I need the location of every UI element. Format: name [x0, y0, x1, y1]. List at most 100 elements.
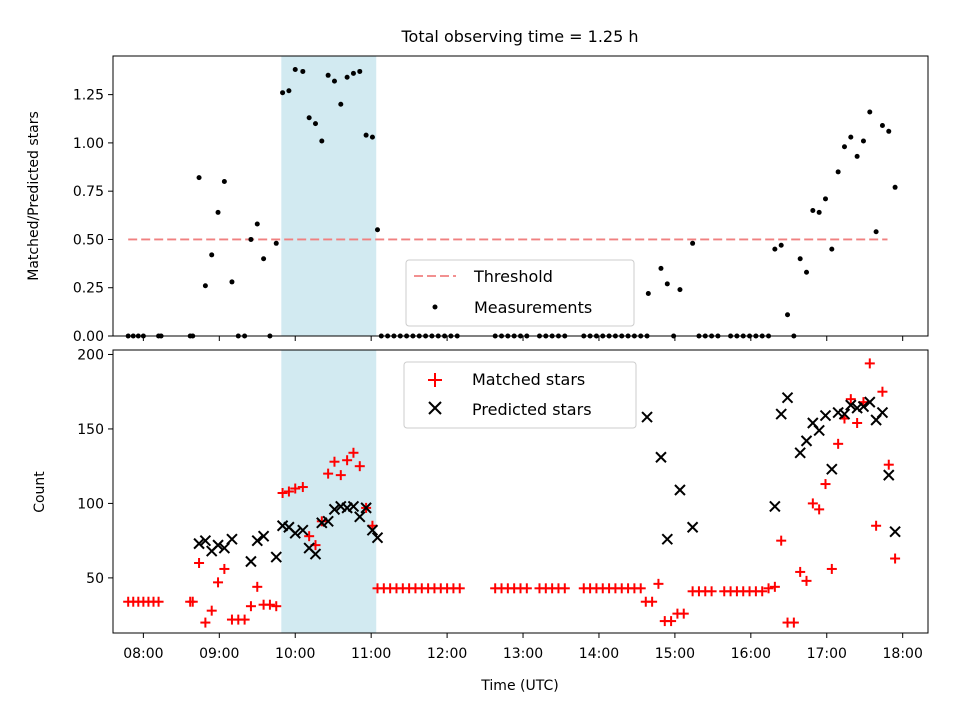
measurement-points [125, 67, 898, 339]
matched-star-point [763, 583, 774, 594]
matched-star-point [795, 566, 806, 577]
predicted-star-point [800, 435, 813, 447]
predicted-star-stroke-b [661, 533, 674, 545]
bottom-highlight-span [281, 350, 377, 633]
matched-star-point [187, 596, 198, 607]
measurement-point [797, 256, 803, 262]
measurement-point [841, 144, 847, 150]
predicted-star-point [769, 500, 781, 513]
matched-star-point [521, 583, 532, 594]
predicted-star-stroke-b [813, 424, 825, 437]
top-y-tick-label: 0.25 [73, 281, 104, 297]
matched-star-point [635, 583, 646, 594]
matched-star-point [871, 520, 882, 531]
matched-star-point [213, 577, 224, 588]
predicted-star-point [360, 502, 372, 514]
matched-star-point [264, 599, 275, 610]
predicted-star-point [857, 400, 870, 413]
top-axes-frame [112, 55, 929, 337]
predicted-star-stroke-b [845, 399, 857, 411]
matched-star-point [820, 479, 831, 490]
matched-star-point [283, 486, 294, 497]
matched-star-point [852, 417, 863, 428]
top-y-tick-label: 1.00 [73, 136, 104, 152]
matched-star-point [833, 438, 844, 449]
predicted-star-point [819, 409, 832, 422]
matched-star-point [206, 605, 217, 616]
bottom-y-tick-label: 200 [77, 347, 104, 363]
predicted-star-point [297, 524, 309, 536]
measurement-point [658, 265, 664, 271]
measurement-point [785, 312, 791, 318]
measurement-point [873, 229, 879, 235]
predicted-star-point [838, 408, 851, 420]
bottom-y-ticks: 50 100 150 200 [77, 347, 113, 587]
measurement-point [229, 279, 235, 285]
predicted-stars-points [193, 391, 901, 568]
measurement-point [690, 240, 696, 246]
predicted-star-point [794, 447, 806, 459]
predicted-star-point [883, 469, 895, 481]
matched-star-point [826, 563, 837, 574]
measurement-point [286, 88, 292, 94]
measurement-point [261, 256, 267, 262]
x-tick-label: 15:00 [655, 646, 695, 662]
matched-star-point [814, 504, 825, 515]
measurement-point [835, 169, 841, 175]
matched-star-point [807, 498, 818, 509]
measurement-point [248, 236, 254, 242]
measurement-point [772, 246, 778, 252]
legend-predicted-label: Predicted stars [472, 400, 592, 419]
measurement-point [280, 90, 286, 96]
predicted-star-point [674, 484, 686, 496]
legend-predicted-swatch [428, 401, 442, 415]
matched-star-point [342, 455, 353, 466]
measurement-point [221, 179, 227, 185]
x-tick-label: 12:00 [427, 646, 467, 662]
measurement-point [854, 153, 860, 159]
predicted-star-stroke-b [347, 500, 360, 513]
measurement-point [215, 209, 221, 215]
predicted-star-point [686, 521, 699, 533]
top-panel: 0.00 0.25 0.50 0.75 1.00 1.25 Matched/Predict… [26, 55, 929, 345]
matched-stars-points [123, 358, 901, 628]
top-y-ticks: 0.00 0.25 0.50 0.75 1.00 1.25 [73, 88, 113, 345]
predicted-star-stroke-b [283, 521, 295, 533]
x-tick-label: 11:00 [351, 646, 391, 662]
predicted-star-stroke-b [309, 548, 322, 560]
top-legend: Threshold Measurements [405, 259, 635, 327]
measurement-point [822, 196, 828, 202]
measurement-point [319, 138, 325, 144]
predicted-star-point [212, 539, 224, 551]
predicted-star-point [655, 451, 667, 463]
predicted-star-point [309, 548, 322, 560]
matched-star-point [864, 358, 875, 369]
predicted-star-point [371, 531, 384, 544]
bottom-y-axis-label: Count [32, 471, 48, 513]
top-y-axis-label: Matched/Predicted stars [26, 111, 42, 281]
measurement-point [816, 209, 822, 215]
predicted-star-point [781, 391, 794, 404]
bottom-y-tick-label: 100 [77, 496, 104, 512]
measurement-point [306, 115, 312, 121]
predicted-star-point [354, 511, 366, 523]
measurement-point [664, 281, 670, 287]
matched-star-point [304, 531, 315, 542]
x-tick-label: 17:00 [807, 646, 847, 662]
matched-star-point [245, 601, 256, 612]
matched-star-point [776, 535, 787, 546]
measurement-point [338, 101, 344, 107]
x-axis-label: Time (UTC) [480, 678, 558, 694]
top-y-tick-label: 1.25 [73, 88, 104, 104]
predicted-star-point [257, 530, 270, 542]
measurement-point [677, 287, 683, 293]
predicted-star-point [864, 396, 876, 408]
predicted-star-point [328, 503, 341, 516]
x-tick-label: 13:00 [503, 646, 543, 662]
measurement-point [886, 128, 892, 134]
predicted-star-stroke-b [876, 406, 889, 419]
bottom-axes-frame [112, 349, 929, 634]
top-legend-box [405, 259, 635, 327]
predicted-star-stroke-b [857, 400, 870, 413]
legend-matched-label: Matched stars [472, 370, 585, 389]
